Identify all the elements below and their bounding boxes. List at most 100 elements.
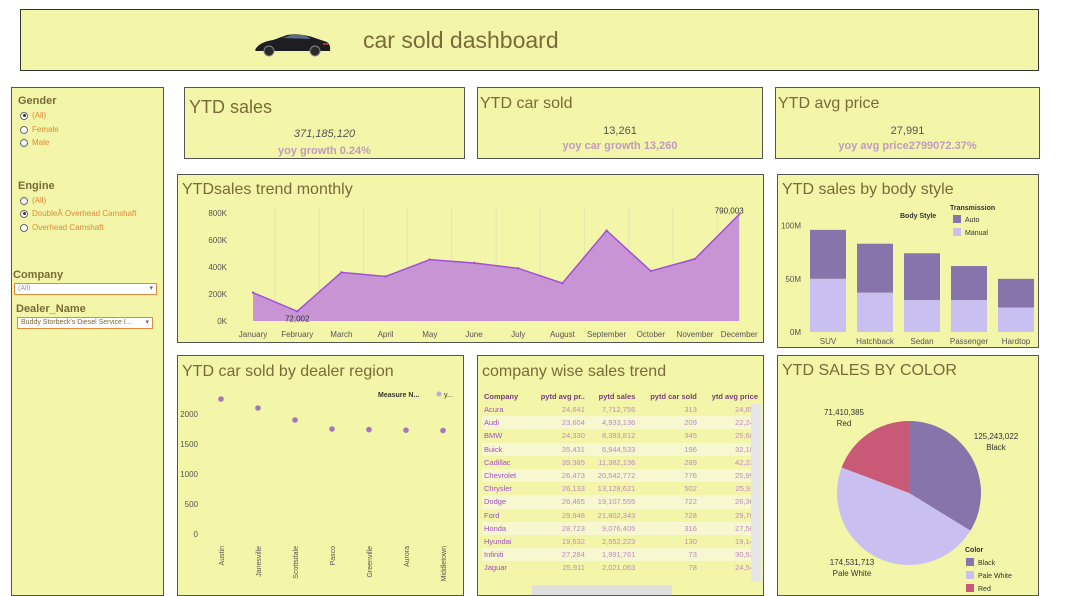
radio-icon bbox=[20, 196, 28, 205]
column-header[interactable]: pytd car sold bbox=[650, 392, 697, 401]
table-cell: 13,128,621 bbox=[597, 484, 636, 494]
table-cell: 25,911 bbox=[735, 484, 758, 494]
table-cell: 289 bbox=[684, 457, 697, 467]
table-cell: 2,552,223 bbox=[601, 536, 636, 546]
table-row: Dodge 26,465 19,107,555 722 26,362 bbox=[482, 495, 760, 509]
table-cell: BMW bbox=[484, 431, 503, 441]
table-cell: 78 bbox=[688, 563, 697, 573]
x-tick-label: April bbox=[378, 330, 394, 339]
dealer-label: Dealer_Name bbox=[16, 303, 86, 315]
table-row: Ford 29,948 21,802,343 728 29,701 bbox=[482, 509, 760, 522]
radio-icon bbox=[20, 223, 28, 232]
table-row: Chrysler 26,133 13,128,621 502 25,911 bbox=[482, 482, 760, 495]
y-tick-label: 200K bbox=[208, 290, 227, 299]
column-header[interactable]: pytd avg pr.. bbox=[540, 392, 585, 401]
header-banner: car sold dashboard bbox=[20, 9, 1039, 71]
bar-auto bbox=[810, 229, 846, 279]
trend-point bbox=[340, 271, 343, 274]
slice-value-label: 71,410,385 bbox=[824, 408, 865, 417]
trend-point bbox=[738, 213, 741, 216]
table-cell: Ford bbox=[484, 510, 500, 520]
slice-name-label: Pale White bbox=[833, 569, 872, 578]
table-cell: 502 bbox=[684, 484, 697, 494]
sales-trend-chart: 0K 200K 400K 600K 800K January February March Ap… bbox=[208, 206, 758, 339]
bar-manual bbox=[810, 278, 846, 332]
company-table-panel: company wise sales trend Company pytd avg… bbox=[477, 355, 764, 596]
x-tick-label: March bbox=[330, 330, 352, 339]
table-cell: 42,236 bbox=[735, 457, 758, 467]
engine-option-ohc[interactable]: Overhead Camshaft bbox=[20, 223, 104, 232]
column-header[interactable]: ytd avg price bbox=[711, 392, 758, 401]
x-tick-label: August bbox=[550, 330, 576, 339]
legend-label: Manual bbox=[965, 230, 988, 237]
legend-swatch bbox=[966, 558, 974, 566]
company-dropdown[interactable]: (All) ▾ bbox=[14, 283, 157, 295]
gender-option-male[interactable]: Male bbox=[20, 138, 49, 147]
table-cell: 23,604 bbox=[528, 416, 587, 430]
table-cell: 32,185 bbox=[698, 442, 760, 456]
bar-manual bbox=[998, 307, 1034, 332]
chevron-down-icon: ▾ bbox=[149, 285, 153, 292]
x-tick-label: Hatchback bbox=[856, 337, 895, 346]
sales-trend-panel: YTDsales trend monthly 0K 200K 400K 600K 800… bbox=[177, 174, 764, 343]
table-cell: 19,107,555 bbox=[586, 495, 638, 509]
x-tick-label: November bbox=[677, 330, 714, 339]
table-cell: 8,393,812 bbox=[601, 431, 636, 441]
legend-title: Color bbox=[965, 547, 984, 554]
dealer-dropdown[interactable]: Buddy Storbeck's Diesel Service I... ▾ bbox=[17, 317, 153, 329]
table-row: Honda 28,723 9,076,405 316 27,567 bbox=[482, 521, 760, 535]
table-cell: 728 bbox=[684, 510, 697, 520]
kpi-subtitle: yoy car growth 13,260 bbox=[562, 140, 678, 152]
gender-option-all[interactable]: (All) bbox=[20, 111, 46, 120]
table-title: company wise sales trend bbox=[482, 363, 667, 380]
y-tick-label: 0K bbox=[217, 317, 227, 326]
table-cell: 776 bbox=[637, 468, 699, 483]
legend-title: Transmission bbox=[950, 205, 995, 212]
horizontal-scrollbar[interactable] bbox=[532, 585, 672, 595]
x-tick-label: Passenger bbox=[950, 337, 989, 346]
y-tick-label: 1500 bbox=[180, 440, 198, 449]
x-tick-label: Scottsdale bbox=[293, 546, 300, 579]
body-style-chart: 0M 50M 100M SUV Hatchback Sedan Passenger Hardt… bbox=[781, 205, 1034, 346]
radio-icon bbox=[20, 125, 28, 134]
table-row: Audi 23,604 4,933,136 209 22,245 bbox=[482, 416, 760, 430]
table-cell: Jaguar bbox=[484, 563, 507, 573]
x-tick-label: Sedan bbox=[910, 337, 933, 346]
table-row: Buick 35,431 6,944,533 196 32,185 bbox=[482, 442, 760, 456]
radio-icon bbox=[20, 138, 28, 147]
column-header[interactable]: Company bbox=[484, 392, 519, 401]
table-cell: 1,991,761 bbox=[586, 548, 638, 562]
vertical-scrollbar[interactable] bbox=[751, 404, 761, 582]
y-tick-label: 800K bbox=[208, 209, 227, 218]
kpi-subtitle: yoy growth 0.24% bbox=[278, 145, 371, 157]
engine-label: Engine bbox=[18, 180, 55, 192]
column-header[interactable]: pytd sales bbox=[598, 392, 636, 401]
legend-label: Pale White bbox=[978, 573, 1012, 580]
table-cell: 313 bbox=[684, 405, 697, 415]
chevron-down-icon: ▾ bbox=[145, 319, 149, 326]
table-cell: Audi bbox=[482, 416, 529, 430]
table-row: Hyundai 19,632 2,552,223 130 19,147 bbox=[482, 535, 760, 548]
trend-point bbox=[693, 257, 697, 261]
kpi-title: YTD sales bbox=[189, 97, 273, 117]
chart-title: YTDsales trend monthly bbox=[182, 181, 353, 198]
gender-option-female[interactable]: Female bbox=[20, 125, 59, 134]
dealer-region-panel: YTD car sold by dealer region 0 500 1000 15… bbox=[177, 355, 464, 596]
table-cell: 21,802,343 bbox=[597, 510, 636, 520]
x-tick-label: May bbox=[422, 330, 437, 339]
engine-option-all[interactable]: (All) bbox=[20, 196, 46, 205]
kpi-title: YTD car sold bbox=[480, 95, 573, 112]
trend-point bbox=[251, 291, 255, 294]
table-cell: 27,567 bbox=[698, 521, 760, 535]
table-cell: 39,385 bbox=[561, 457, 585, 467]
chart-title: YTD car sold by dealer region bbox=[182, 363, 394, 380]
table-row: BMW 24,330 8,393,812 345 25,680 bbox=[482, 429, 760, 442]
engine-option-dohc[interactable]: DoubleÂ Overhead Camshaft bbox=[20, 209, 137, 218]
table-cell: Chevrolet bbox=[482, 468, 529, 483]
dealer-region-chart: 0 500 1000 1500 2000 Austin Janesville Scottsda… bbox=[180, 391, 453, 581]
table-cell: Hyundai bbox=[484, 536, 512, 546]
scatter-point bbox=[403, 427, 409, 433]
company-label: Company bbox=[13, 269, 64, 281]
body-style-panel: YTD sales by body style 0M 50M 100M SUV Hatc… bbox=[777, 174, 1039, 348]
radio-icon bbox=[20, 209, 28, 218]
